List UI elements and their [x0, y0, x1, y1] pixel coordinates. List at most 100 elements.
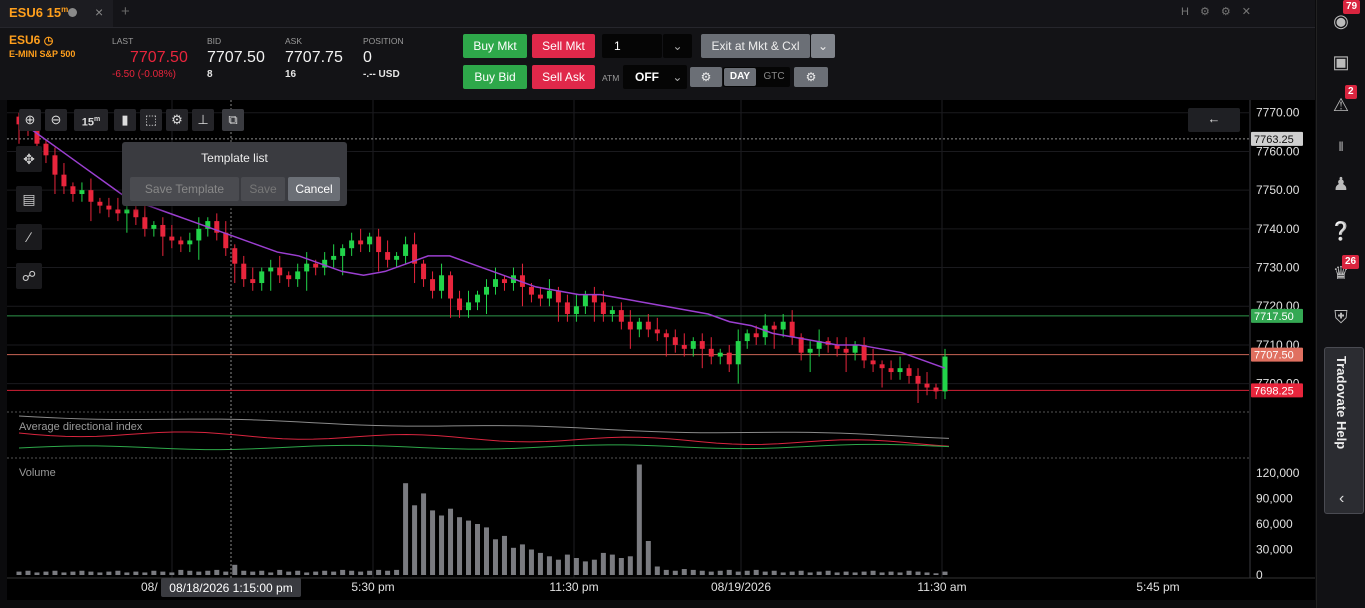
volume-bar [241, 570, 247, 575]
volume-bar [735, 571, 741, 575]
volume-bar [448, 508, 454, 575]
volume-bar [600, 552, 606, 575]
price-label-bg [1251, 131, 1303, 146]
zoom-in-icon[interactable]: ⊕ [19, 109, 41, 131]
price-tick-label: 7740.00 [1256, 222, 1300, 236]
globe-icon[interactable]: ◉ [1333, 11, 1349, 31]
candle-body [97, 201, 103, 206]
atm-select[interactable]: OFF ⌄ [623, 65, 687, 89]
chat-icon[interactable]: ▣ [1332, 52, 1350, 72]
volume-bar [510, 547, 516, 575]
exit-dropdown-icon[interactable]: ⌄ [811, 34, 835, 58]
shield-icon[interactable]: ⛨ [1334, 307, 1348, 327]
volume-bar [933, 573, 939, 575]
indicators-icon[interactable]: ⊥ [192, 109, 214, 131]
chart-area[interactable]: 7770.00 7760.00 7750.00 7740.00 7730.00 7720.… [7, 100, 1315, 600]
volume-bar [492, 539, 498, 575]
volume-bar [79, 570, 85, 575]
volume-bar [250, 571, 256, 575]
chart-settings-gear-icon[interactable]: ⚙ [166, 109, 188, 131]
candle-body [852, 344, 858, 353]
volume-bar [403, 483, 409, 575]
save-button[interactable]: Save [241, 177, 285, 201]
candle-body [726, 352, 732, 365]
candle-body [501, 279, 507, 284]
volume-bar [304, 572, 310, 575]
candle-body [205, 221, 211, 229]
volume-bar [555, 559, 561, 575]
volume-bar [861, 571, 867, 575]
sell-ask-button[interactable]: Sell Ask [532, 65, 595, 89]
tif-gtc-option[interactable]: GTC [763, 71, 785, 82]
community-icon[interactable]: ♟ [1332, 174, 1350, 194]
tab-esu6[interactable]: ESU6 15m × [0, 0, 113, 27]
volume-bar [430, 510, 436, 575]
status-dot-icon [68, 8, 77, 17]
collapse-chevron-icon[interactable]: ‹ [1339, 490, 1345, 507]
volume-bar [609, 554, 615, 575]
volume-bar [286, 571, 292, 575]
select-area-icon[interactable]: ⬚ [140, 109, 162, 131]
chart-type-icon[interactable]: ▮ [114, 109, 136, 131]
volume-bar [573, 558, 579, 575]
chart-canvas[interactable]: 7770.007760.007750.007740.007730.007720.… [7, 100, 1315, 600]
zoom-out-icon[interactable]: ⊖ [45, 109, 67, 131]
window-controls[interactable]: H ⚙ ⚙ ✕ [1180, 6, 1255, 18]
candle-body [753, 333, 759, 338]
volume-bar [394, 569, 400, 575]
volume-bar [726, 569, 732, 575]
quantity-input[interactable]: 1 [602, 34, 662, 58]
candle-body [672, 337, 678, 345]
candle-body [771, 325, 777, 330]
volume-bar [672, 570, 678, 575]
tradovate-help-tab[interactable]: Tradovate Help ‹ [1324, 347, 1364, 514]
volume-bar [124, 572, 130, 575]
quantity-dropdown-icon[interactable]: ⌄ [663, 34, 692, 58]
notes-icon[interactable]: ▤ [16, 186, 42, 212]
volume-bar [457, 517, 463, 575]
buy-mkt-button[interactable]: Buy Mkt [463, 34, 527, 58]
cancel-button[interactable]: Cancel [288, 177, 340, 201]
trophy-badge: 26 [1342, 255, 1360, 269]
back-arrow-icon[interactable]: ← [1188, 108, 1240, 132]
atm-settings-gear-icon[interactable]: ⚙ [690, 67, 722, 87]
crosshair-icon[interactable]: ✥ [16, 146, 42, 172]
template-icon[interactable]: ⧉ [222, 109, 244, 131]
tif-day-option[interactable]: DAY [724, 68, 756, 86]
lock-icon[interactable]: ☍ [16, 263, 42, 289]
alert-icon[interactable]: ⚠ [1332, 95, 1350, 115]
sell-mkt-button[interactable]: Sell Mkt [532, 34, 595, 58]
close-tab-icon[interactable]: × [95, 4, 104, 20]
volume-bar [879, 572, 885, 575]
alert-badge: 2 [1345, 85, 1357, 99]
candle-body [34, 128, 40, 144]
add-tab-icon[interactable]: + [121, 3, 130, 20]
candle-body [528, 286, 534, 295]
buy-bid-button[interactable]: Buy Bid [463, 65, 527, 89]
volume-bar [825, 570, 831, 575]
menu-icon[interactable]: ‖ [1338, 139, 1344, 154]
crosshair-time-label: 08/18/2026 1:15:00 pm [169, 581, 292, 595]
tab-label: ESU6 15m [9, 5, 69, 20]
candle-body [376, 236, 382, 253]
quote-name: E-MINI S&P 500 [9, 49, 76, 59]
volume-bar [780, 572, 786, 575]
candle-body [582, 294, 588, 307]
candle-body [394, 255, 400, 260]
candle-body [843, 348, 849, 353]
save-template-button[interactable]: Save Template [130, 177, 239, 201]
volume-bar [798, 570, 804, 575]
volume-bar [313, 571, 319, 575]
exit-mkt-cxl-button[interactable]: Exit at Mkt & Cxl [701, 34, 810, 58]
timeframe-button[interactable]: 15m [74, 109, 108, 131]
last-price: 7707.50 [130, 49, 188, 66]
help-question-icon[interactable]: ❔ [1329, 221, 1353, 241]
volume-bar [106, 571, 112, 575]
candle-body [196, 228, 202, 241]
candle-body [385, 252, 391, 260]
candle-body [169, 236, 175, 241]
candle-body [313, 263, 319, 268]
draw-line-icon[interactable]: ∕ [16, 224, 42, 250]
candle-body [43, 143, 49, 156]
order-settings-gear-icon[interactable]: ⚙ [794, 67, 828, 87]
